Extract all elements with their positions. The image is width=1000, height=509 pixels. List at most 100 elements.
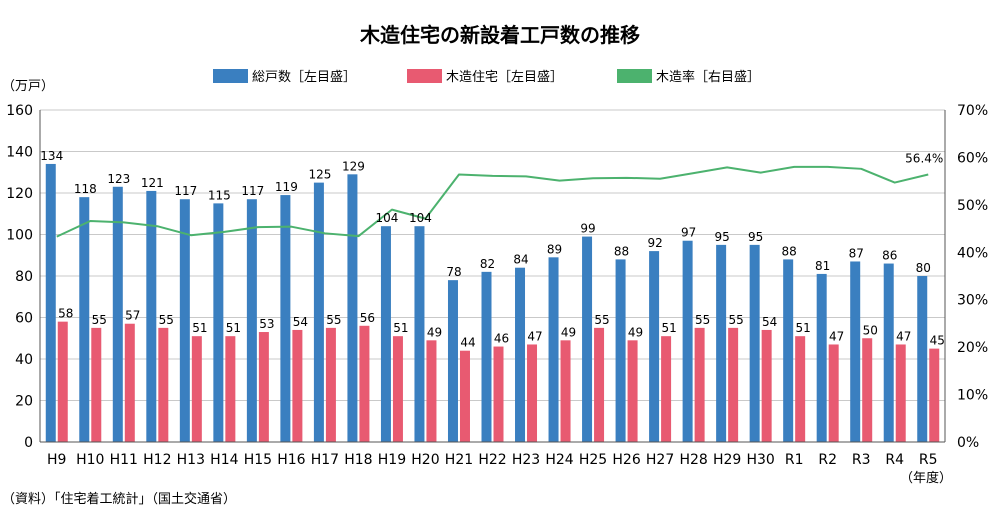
data-label-total: 88: [782, 244, 797, 258]
legend-swatch-total: [213, 69, 248, 83]
x-tick-label: H15: [244, 452, 272, 468]
legend-label-total: 総戸数［左目盛］: [252, 70, 356, 85]
data-label-wooden: 56: [360, 311, 375, 325]
bar-total: [380, 226, 391, 442]
x-tick-label: H29: [713, 452, 741, 468]
x-tick-label: H24: [545, 452, 573, 468]
data-label-total: 117: [241, 184, 264, 198]
data-label-wooden: 55: [159, 313, 174, 327]
bar-wooden: [91, 327, 102, 442]
x-tick-label: H23: [512, 452, 540, 468]
data-label-wooden: 47: [829, 329, 844, 343]
data-label-total: 89: [547, 242, 562, 256]
data-label-total: 81: [815, 259, 830, 273]
bar-wooden: [392, 336, 403, 442]
bar-total: [850, 261, 861, 442]
left-tick-label: 160: [6, 103, 33, 119]
bar-total: [246, 199, 257, 442]
x-tick-label: H14: [210, 452, 238, 468]
legend-swatch-wooden: [407, 69, 442, 83]
bar-wooden: [124, 323, 135, 442]
right-tick-label: 50%: [957, 198, 988, 214]
data-label-total: 84: [513, 253, 528, 267]
bar-total: [682, 240, 693, 442]
bar-wooden: [728, 327, 739, 442]
bar-wooden: [795, 336, 806, 442]
data-label-total: 99: [580, 222, 595, 236]
bar-total: [280, 195, 291, 442]
bar-total: [481, 271, 492, 442]
x-tick-label: H12: [143, 452, 171, 468]
bar-wooden: [661, 336, 672, 442]
bar-total: [649, 251, 660, 442]
left-tick-label: 60: [15, 311, 33, 327]
x-tick-label: H27: [646, 452, 674, 468]
data-label-total: 125: [308, 168, 331, 182]
data-label-total: 78: [446, 265, 461, 279]
legend-label-rate: 木造率［右目盛］: [656, 69, 760, 85]
x-tick-label: H30: [746, 452, 774, 468]
legend-swatch-rate: [617, 69, 652, 83]
data-label-wooden: 51: [661, 321, 676, 335]
data-label-total: 104: [375, 211, 398, 225]
data-label-total: 118: [74, 182, 97, 196]
bar-total: [548, 257, 559, 442]
left-tick-label: 0: [24, 435, 33, 451]
data-label-wooden: 51: [192, 321, 207, 335]
bar-total: [615, 259, 626, 442]
x-tick-label: H25: [579, 452, 607, 468]
data-label-total: 104: [409, 211, 432, 225]
bar-wooden: [325, 327, 336, 442]
data-label-total: 123: [107, 172, 130, 186]
bar-total: [146, 190, 157, 442]
left-tick-label: 120: [6, 186, 33, 202]
axes: 0 20 40 60 80 100 120 140 160 0% 10% 20% 30% 40% 50% 60…: [6, 103, 988, 468]
bar-wooden: [359, 325, 370, 442]
bar-total: [112, 186, 123, 442]
bar-wooden: [426, 340, 437, 442]
data-label-wooden: 58: [58, 307, 73, 321]
chart-title: 木造住宅の新設着工戸数の推移: [359, 23, 640, 47]
data-label-wooden: 54: [293, 315, 308, 329]
data-label-wooden: 44: [460, 336, 475, 350]
bar-total: [883, 263, 894, 442]
right-tick-label: 70%: [957, 103, 988, 119]
right-tick-label: 40%: [957, 245, 988, 261]
x-tick-label: H17: [311, 452, 339, 468]
bar-wooden: [929, 348, 940, 442]
x-tick-label: H19: [378, 452, 406, 468]
bar-total: [79, 197, 90, 442]
right-tick-label: 0%: [957, 435, 979, 451]
data-label-total: 95: [714, 230, 729, 244]
bar-total: [783, 259, 794, 442]
data-label-wooden: 49: [561, 325, 576, 339]
bar-total: [447, 280, 458, 442]
bar-total: [45, 163, 56, 442]
x-tick-label: H28: [679, 452, 707, 468]
right-tick-label: 60%: [957, 150, 988, 166]
data-label-wooden: 47: [896, 329, 911, 343]
bar-wooden: [57, 321, 68, 442]
x-tick-label: H10: [76, 452, 104, 468]
bar-wooden: [627, 340, 638, 442]
data-label-wooden: 55: [326, 313, 341, 327]
data-label-wooden: 49: [427, 325, 442, 339]
bar-wooden: [560, 340, 571, 442]
data-label-total: 117: [174, 184, 197, 198]
bar-wooden: [594, 327, 605, 442]
data-labels: 134 58 118 55 123 57 121 55 117 51 115 51 117 53 119 54…: [40, 149, 945, 350]
data-label-wooden: 49: [628, 325, 643, 339]
legend-label-wooden: 木造住宅［左目盛］: [446, 70, 563, 85]
data-label-wooden: 50: [863, 323, 878, 337]
x-tick-label: H26: [612, 452, 640, 468]
bar-wooden: [258, 332, 269, 442]
data-label-wooden: 55: [594, 313, 609, 327]
data-label-wooden: 55: [695, 313, 710, 327]
right-tick-label: 10%: [957, 388, 988, 404]
x-tick-label: H18: [344, 452, 372, 468]
data-label-total: 80: [916, 261, 931, 275]
data-label-wooden: 46: [494, 332, 509, 346]
bar-wooden: [225, 336, 236, 442]
x-axis-unit: （年度）: [900, 470, 952, 486]
